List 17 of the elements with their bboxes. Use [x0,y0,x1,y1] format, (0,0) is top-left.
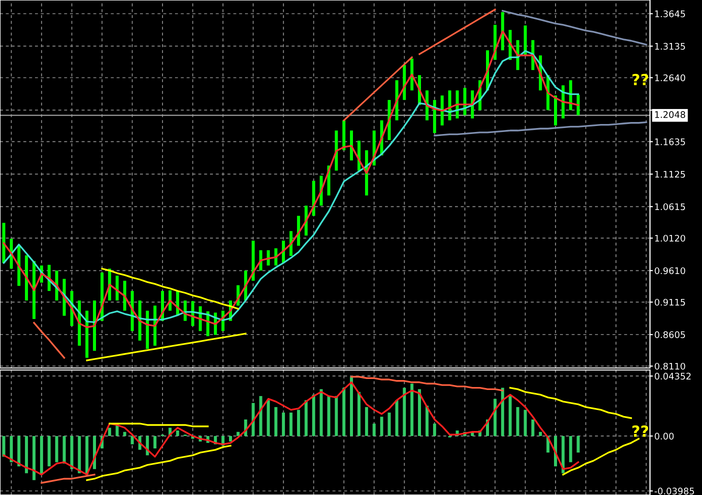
y-tick-label: 0.8605 [654,331,685,338]
annotation: ?? [632,74,648,86]
y-tick-label: 0.9610 [654,267,686,274]
y-tick-label: 1.0615 [655,203,685,210]
ref-line-label: 1.2048 [655,111,686,118]
y-tick-label: 0.00 [654,432,674,440]
y-tick-label: 1.3645 [655,10,685,18]
y-tick-label: 1.1125 [655,170,685,178]
y-tick-label: 1.1635 [655,138,685,146]
annotation: ?? [632,425,648,437]
y-tick-label: 0.8110 [654,362,686,370]
y-tick-label: 0.04352 [654,372,691,380]
y-tick-label: -0.03985 [654,488,694,494]
y-tick-label: 1.2640 [655,74,686,82]
y-tick-label: 1.3135 [655,42,685,50]
y-tick-label: 1.0120 [655,234,686,242]
y-tick-label: 0.9115 [654,298,685,306]
